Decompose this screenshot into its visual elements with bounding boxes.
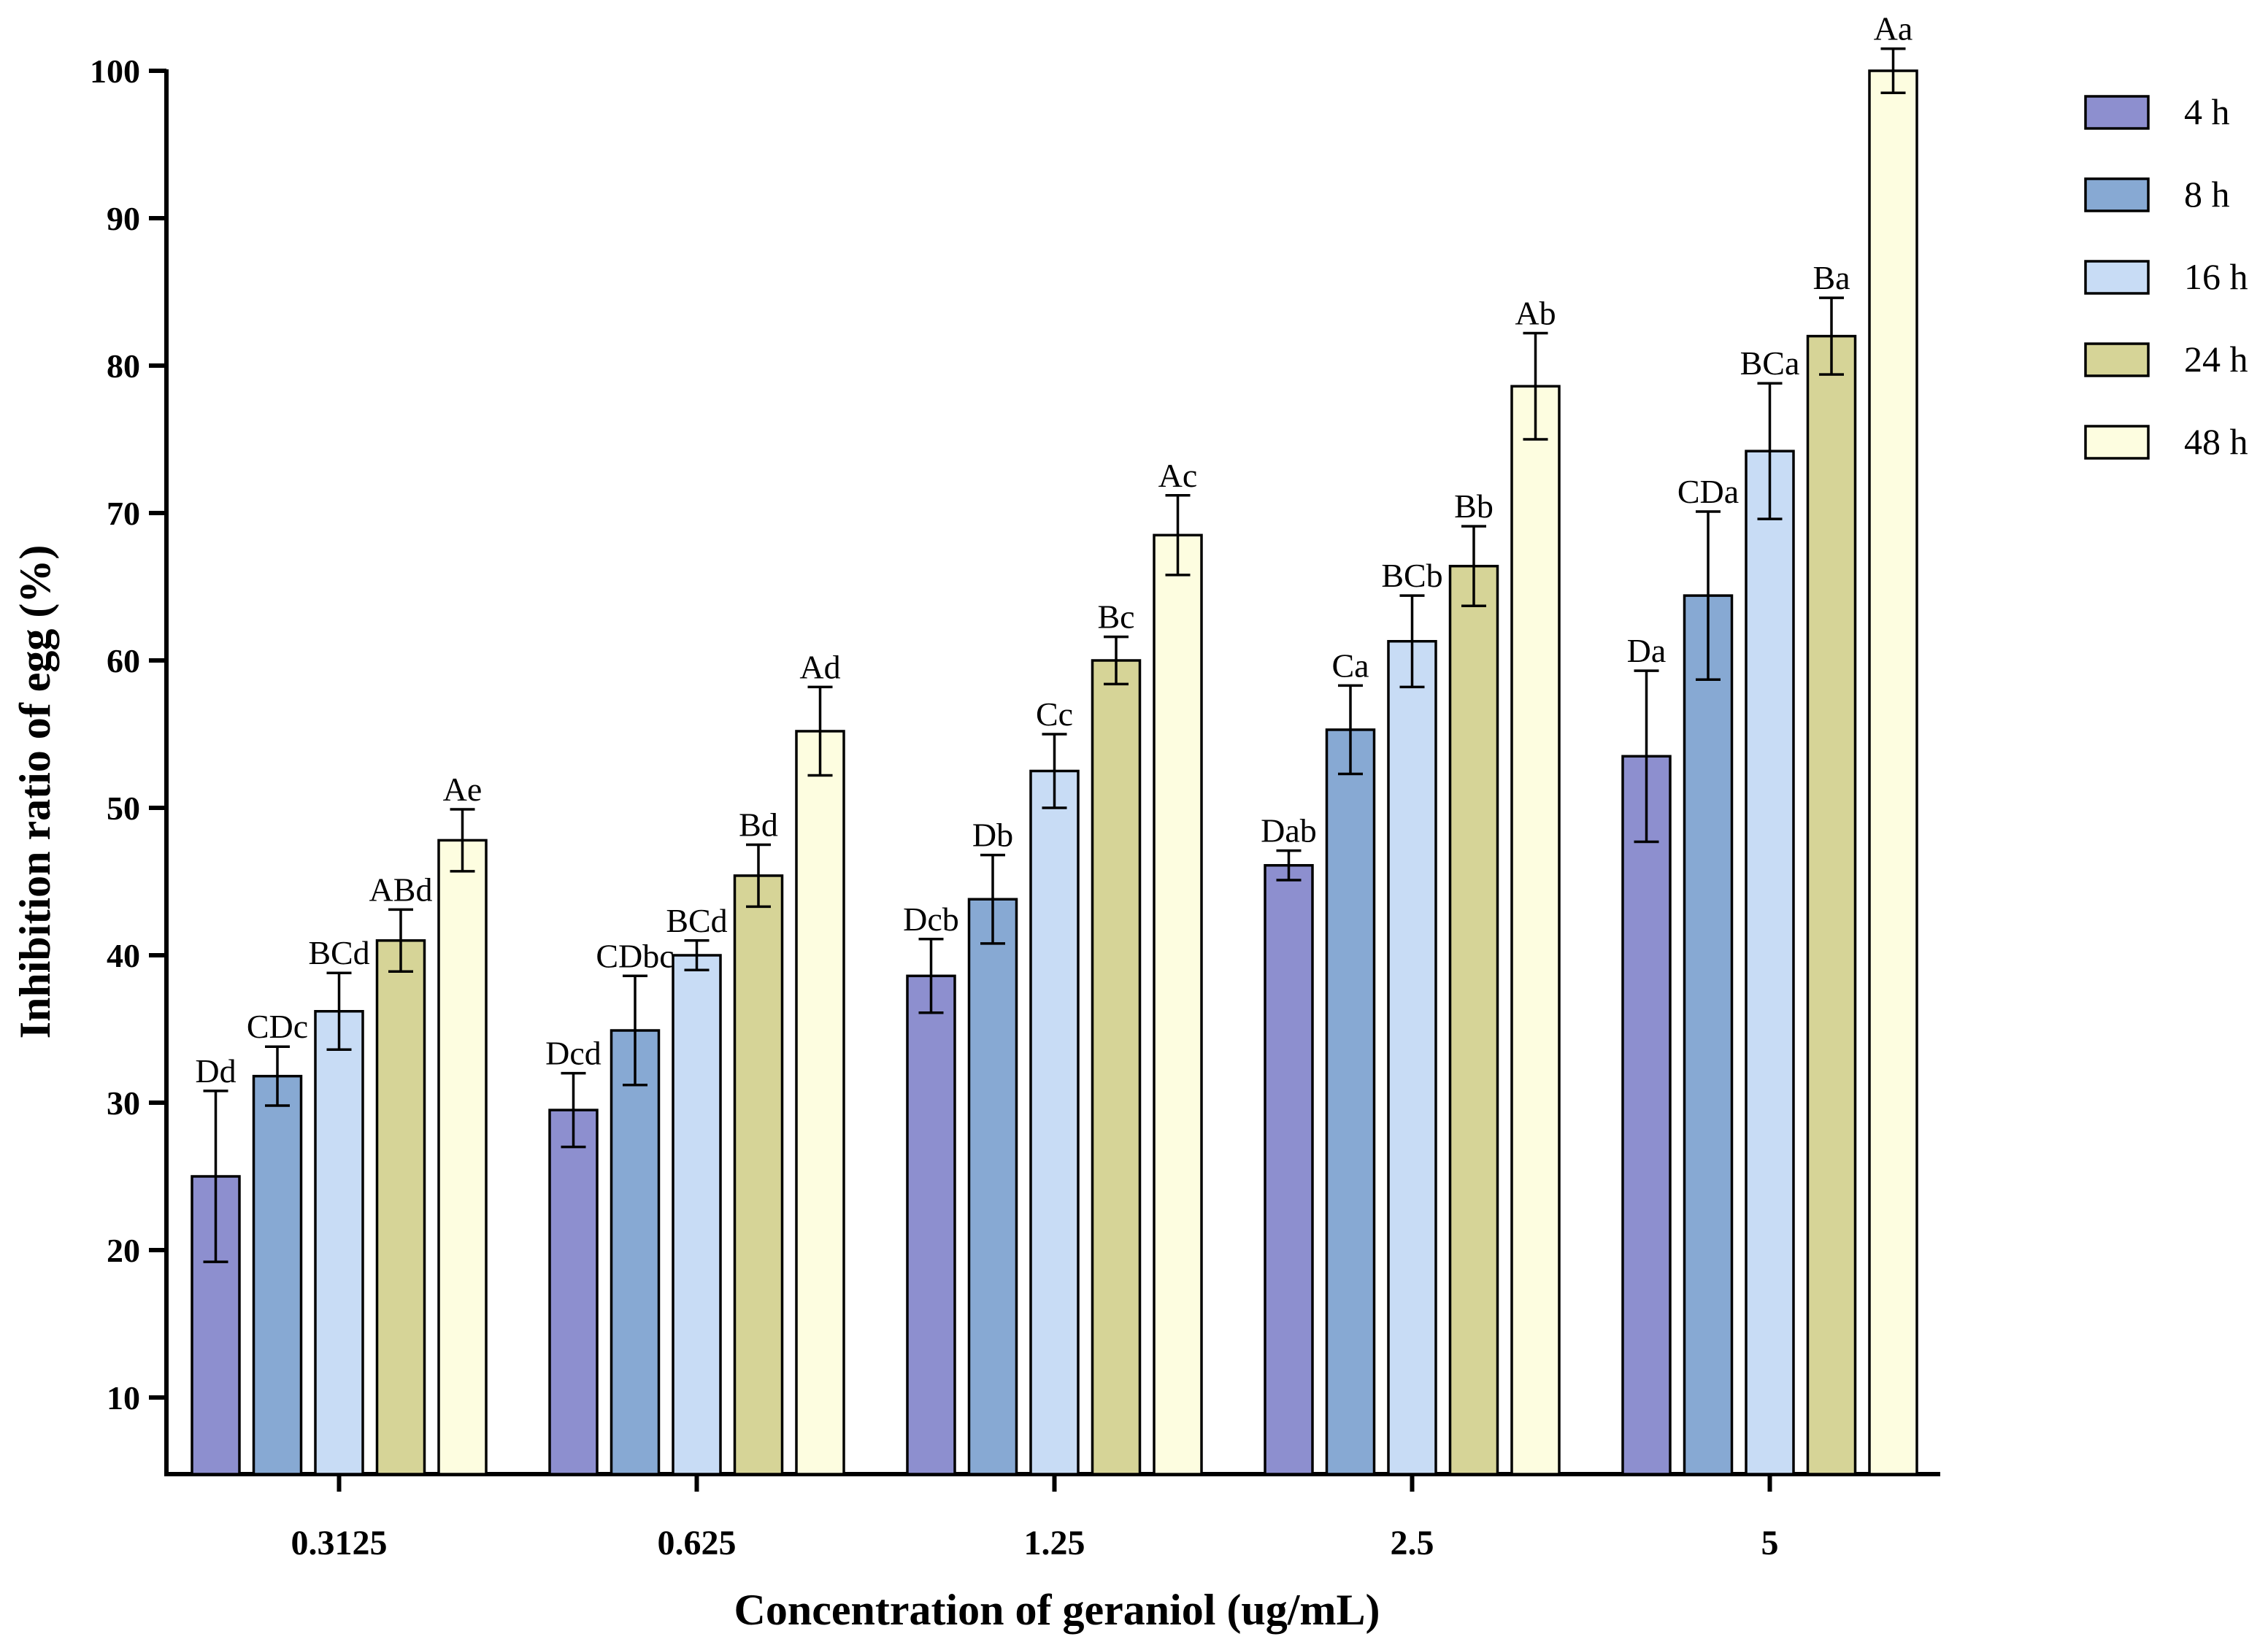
bar bbox=[1745, 450, 1795, 1476]
significance-label: Dcd bbox=[545, 1035, 601, 1072]
significance-label: Ad bbox=[799, 648, 840, 685]
significance-label: Dab bbox=[1261, 812, 1317, 849]
x-axis-title: Concentration of geraniol (ug/mL) bbox=[734, 1586, 1380, 1634]
significance-label: CDbc bbox=[596, 937, 674, 974]
significance-label: Db bbox=[972, 817, 1013, 854]
x-tick-label: 0.625 bbox=[658, 1524, 737, 1562]
y-tick-label: 10 bbox=[107, 1379, 140, 1416]
significance-label: BCd bbox=[666, 902, 727, 939]
y-tick-label: 20 bbox=[107, 1232, 140, 1269]
bar bbox=[1806, 334, 1857, 1476]
bar bbox=[1868, 69, 1918, 1476]
x-axis: 0.3125 0.625 1.25 2.5 5 bbox=[164, 1472, 1940, 1562]
legend-swatch bbox=[2084, 260, 2150, 295]
significance-label: BCa bbox=[1740, 344, 1800, 382]
bar bbox=[795, 730, 845, 1476]
legend-swatch bbox=[2084, 342, 2150, 377]
bar bbox=[1387, 639, 1437, 1476]
significance-label: Bb bbox=[1454, 487, 1494, 525]
bar bbox=[672, 954, 722, 1476]
legend-swatch bbox=[2084, 177, 2150, 212]
bar bbox=[375, 939, 426, 1476]
x-tick-label: 0.3125 bbox=[291, 1524, 388, 1562]
significance-label: Cc bbox=[1036, 695, 1073, 733]
bar bbox=[1325, 728, 1376, 1476]
bar bbox=[548, 1109, 599, 1476]
bar bbox=[1153, 533, 1203, 1476]
significance-label: BCd bbox=[308, 934, 369, 971]
legend: 4 h 8 h 16 h 24 h 48 h bbox=[2084, 91, 2248, 462]
significance-label: Ca bbox=[1331, 647, 1369, 684]
y-axis-title: Inhibition ratio of egg (%) bbox=[11, 545, 59, 1039]
significance-label: Aa bbox=[1874, 10, 1913, 47]
legend-label: 8 h bbox=[2184, 174, 2230, 215]
significance-label: Ae bbox=[443, 771, 483, 808]
bar bbox=[1029, 769, 1080, 1476]
bar bbox=[1510, 385, 1561, 1476]
significance-label: ABd bbox=[369, 871, 433, 908]
significance-label: Da bbox=[1627, 632, 1667, 669]
y-tick-label: 70 bbox=[107, 495, 140, 532]
bar bbox=[252, 1074, 303, 1476]
y-tick-label: 50 bbox=[107, 790, 140, 827]
significance-label: Dcb bbox=[903, 901, 959, 938]
y-tick-label: 60 bbox=[107, 642, 140, 679]
y-tick-label: 80 bbox=[107, 347, 140, 385]
bar bbox=[1264, 864, 1314, 1476]
y-tick-label: 100 bbox=[90, 53, 140, 90]
legend-label: 4 h bbox=[2184, 91, 2230, 132]
bar bbox=[314, 1010, 364, 1476]
legend-label: 24 h bbox=[2184, 339, 2248, 379]
legend-swatch bbox=[2084, 425, 2150, 460]
y-axis: 10 20 30 40 50 60 70 80 90 100 bbox=[90, 53, 169, 1474]
significance-label: Ba bbox=[1813, 259, 1850, 296]
bar bbox=[1683, 594, 1734, 1476]
x-tick-label: 2.5 bbox=[1391, 1524, 1434, 1562]
bar bbox=[967, 898, 1018, 1476]
significance-label: Bd bbox=[739, 806, 778, 844]
significance-label: Ac bbox=[1158, 457, 1198, 494]
significance-label: CDa bbox=[1677, 473, 1739, 510]
bars: DdCDcBCdABdAeDcdCDbcBCdBdAdDcbDbCcBcAcDa… bbox=[191, 10, 1918, 1476]
significance-label: Ab bbox=[1515, 295, 1556, 332]
y-tick-label: 90 bbox=[107, 200, 140, 237]
significance-label: BCb bbox=[1381, 557, 1442, 594]
bar bbox=[610, 1029, 661, 1476]
significance-label: Bc bbox=[1097, 598, 1134, 636]
bar bbox=[1091, 659, 1142, 1476]
x-tick-label: 5 bbox=[1761, 1524, 1779, 1562]
bar bbox=[733, 874, 784, 1476]
bar bbox=[1621, 755, 1672, 1476]
bar bbox=[1448, 564, 1499, 1476]
significance-label: CDc bbox=[247, 1008, 308, 1045]
legend-label: 16 h bbox=[2184, 256, 2248, 297]
y-tick-label: 30 bbox=[107, 1084, 140, 1122]
y-tick-label: 40 bbox=[107, 937, 140, 974]
significance-label: Dd bbox=[195, 1052, 236, 1090]
bar bbox=[906, 974, 956, 1476]
bar bbox=[437, 839, 488, 1476]
x-tick-label: 1.25 bbox=[1024, 1524, 1085, 1562]
legend-swatch bbox=[2084, 95, 2150, 130]
legend-label: 48 h bbox=[2184, 421, 2248, 462]
